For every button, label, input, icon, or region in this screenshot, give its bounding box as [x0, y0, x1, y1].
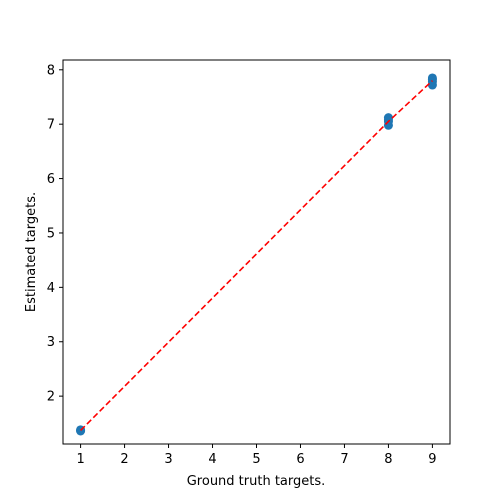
y-tick-label: 3 [47, 335, 55, 350]
y-tick-label: 5 [47, 226, 55, 241]
y-tick-label: 4 [47, 281, 55, 296]
fit-line [80, 80, 433, 431]
x-tick-label: 7 [340, 452, 348, 467]
x-tick-label: 3 [164, 452, 172, 467]
x-tick-label: 1 [76, 452, 84, 467]
x-tick-label: 5 [252, 452, 260, 467]
x-axis-ticks: 1 2 3 4 5 6 7 8 9 [76, 444, 437, 467]
x-axis-label: Ground truth targets. [187, 474, 326, 489]
y-axis-ticks: 2 3 4 5 6 7 8 [47, 63, 63, 405]
x-tick-label: 9 [428, 452, 436, 467]
scatter-point [383, 115, 393, 125]
scatter-point [427, 75, 437, 85]
y-tick-label: 7 [47, 118, 55, 133]
x-tick-label: 4 [208, 452, 216, 467]
y-tick-label: 6 [47, 172, 55, 187]
y-tick-label: 2 [47, 390, 55, 405]
x-tick-label: 2 [120, 452, 128, 467]
y-tick-label: 8 [47, 63, 55, 78]
x-tick-label: 8 [384, 452, 392, 467]
lines-layer [80, 80, 433, 431]
y-axis-label: Estimated targets. [24, 192, 39, 312]
x-tick-label: 6 [296, 452, 304, 467]
